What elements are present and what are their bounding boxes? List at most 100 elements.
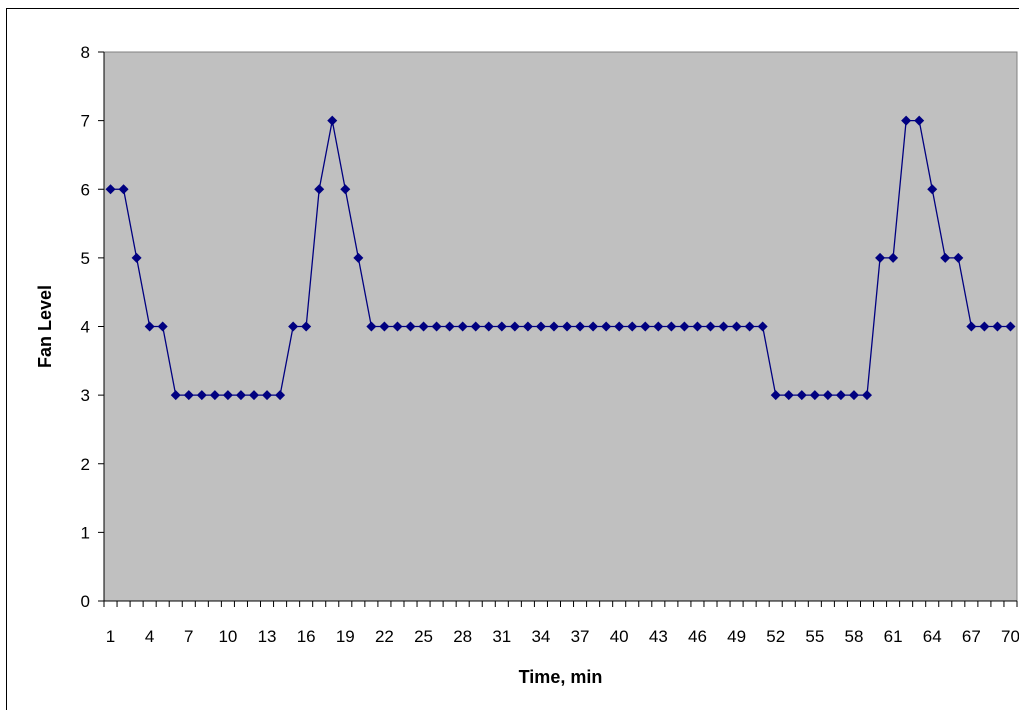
data-point <box>835 390 846 401</box>
data-point <box>901 115 912 126</box>
x-tick-label: 37 <box>571 627 590 646</box>
x-tick-label: 40 <box>610 627 629 646</box>
data-point <box>431 321 442 332</box>
x-tick-label: 13 <box>258 627 277 646</box>
x-tick-label: 34 <box>531 627 550 646</box>
y-tick-label: 8 <box>81 43 90 62</box>
data-point <box>770 390 781 401</box>
x-tick-label: 70 <box>1001 627 1019 646</box>
data-point <box>588 321 599 332</box>
data-point <box>627 321 638 332</box>
data-point <box>862 390 873 401</box>
series-markers <box>105 115 1016 401</box>
data-point <box>170 390 181 401</box>
data-point <box>809 390 820 401</box>
x-tick-label: 64 <box>923 627 942 646</box>
data-point <box>248 390 259 401</box>
data-point <box>966 321 977 332</box>
data-point <box>548 321 559 332</box>
data-point <box>157 321 168 332</box>
data-point <box>444 321 455 332</box>
data-point <box>979 321 990 332</box>
x-tick-label: 19 <box>336 627 355 646</box>
data-point <box>275 390 286 401</box>
data-point <box>509 321 520 332</box>
data-point <box>262 390 273 401</box>
data-point <box>222 390 233 401</box>
data-point <box>314 184 325 195</box>
y-tick-label: 0 <box>81 592 90 611</box>
x-tick-label: 55 <box>805 627 824 646</box>
x-tick-label: 67 <box>962 627 981 646</box>
x-tick-label: 16 <box>297 627 316 646</box>
x-tick-label: 4 <box>145 627 154 646</box>
data-point <box>457 321 468 332</box>
data-point <box>418 321 429 332</box>
x-tick-label: 58 <box>845 627 864 646</box>
data-point <box>522 321 533 332</box>
data-point <box>744 321 755 332</box>
x-axis: 1 4 7 10 13 16 19 22 25 28 31 34 37 40 43 46 49 52 55 58 61 6… <box>103 600 1019 646</box>
data-point <box>1005 321 1016 332</box>
data-point <box>379 321 390 332</box>
data-point <box>144 321 155 332</box>
data-point <box>692 321 703 332</box>
x-tick-label: 31 <box>492 627 511 646</box>
data-point <box>992 321 1003 332</box>
x-tick-label: 61 <box>884 627 903 646</box>
data-point <box>366 321 377 332</box>
y-tick-label: 7 <box>81 112 90 131</box>
data-point <box>470 321 481 332</box>
data-point <box>653 321 664 332</box>
y-tick-label: 3 <box>81 386 90 405</box>
x-tick-label: 1 <box>106 627 115 646</box>
data-point <box>822 390 833 401</box>
data-point <box>927 184 938 195</box>
y-tick-label: 2 <box>81 455 90 474</box>
data-point <box>888 252 899 263</box>
data-point <box>953 252 964 263</box>
x-tick-label: 10 <box>218 627 237 646</box>
data-point <box>914 115 925 126</box>
data-point <box>796 390 807 401</box>
data-point <box>105 184 116 195</box>
data-point <box>235 390 246 401</box>
data-point <box>118 184 129 195</box>
data-point <box>131 252 142 263</box>
data-point <box>196 390 207 401</box>
x-tick-label: 22 <box>375 627 394 646</box>
data-point <box>783 390 794 401</box>
series-line <box>110 119 1011 396</box>
x-tick-label: 28 <box>453 627 472 646</box>
x-tick-label: 46 <box>688 627 707 646</box>
x-tick-label: 43 <box>649 627 668 646</box>
y-tick-label: 1 <box>81 523 90 542</box>
data-point <box>757 321 768 332</box>
data-point <box>679 321 690 332</box>
data-point <box>288 321 299 332</box>
data-point <box>940 252 951 263</box>
data-point <box>666 321 677 332</box>
data-point <box>183 390 194 401</box>
data-point <box>705 321 716 332</box>
data-point <box>575 321 586 332</box>
y-tick-label: 6 <box>81 180 90 199</box>
x-tick-label: 52 <box>766 627 785 646</box>
data-point <box>718 321 729 332</box>
data-point <box>405 321 416 332</box>
data-point <box>392 321 403 332</box>
data-point <box>875 252 886 263</box>
data-point <box>848 390 859 401</box>
x-tick-label: 7 <box>184 627 193 646</box>
data-point <box>562 321 573 332</box>
data-point <box>327 115 338 126</box>
data-point <box>496 321 507 332</box>
data-point <box>301 321 312 332</box>
y-axis: 0 1 2 3 4 5 6 7 8 <box>81 43 105 611</box>
data-point <box>640 321 651 332</box>
y-tick-label: 5 <box>81 249 90 268</box>
data-point <box>340 184 351 195</box>
data-point <box>614 321 625 332</box>
data-point <box>483 321 494 332</box>
